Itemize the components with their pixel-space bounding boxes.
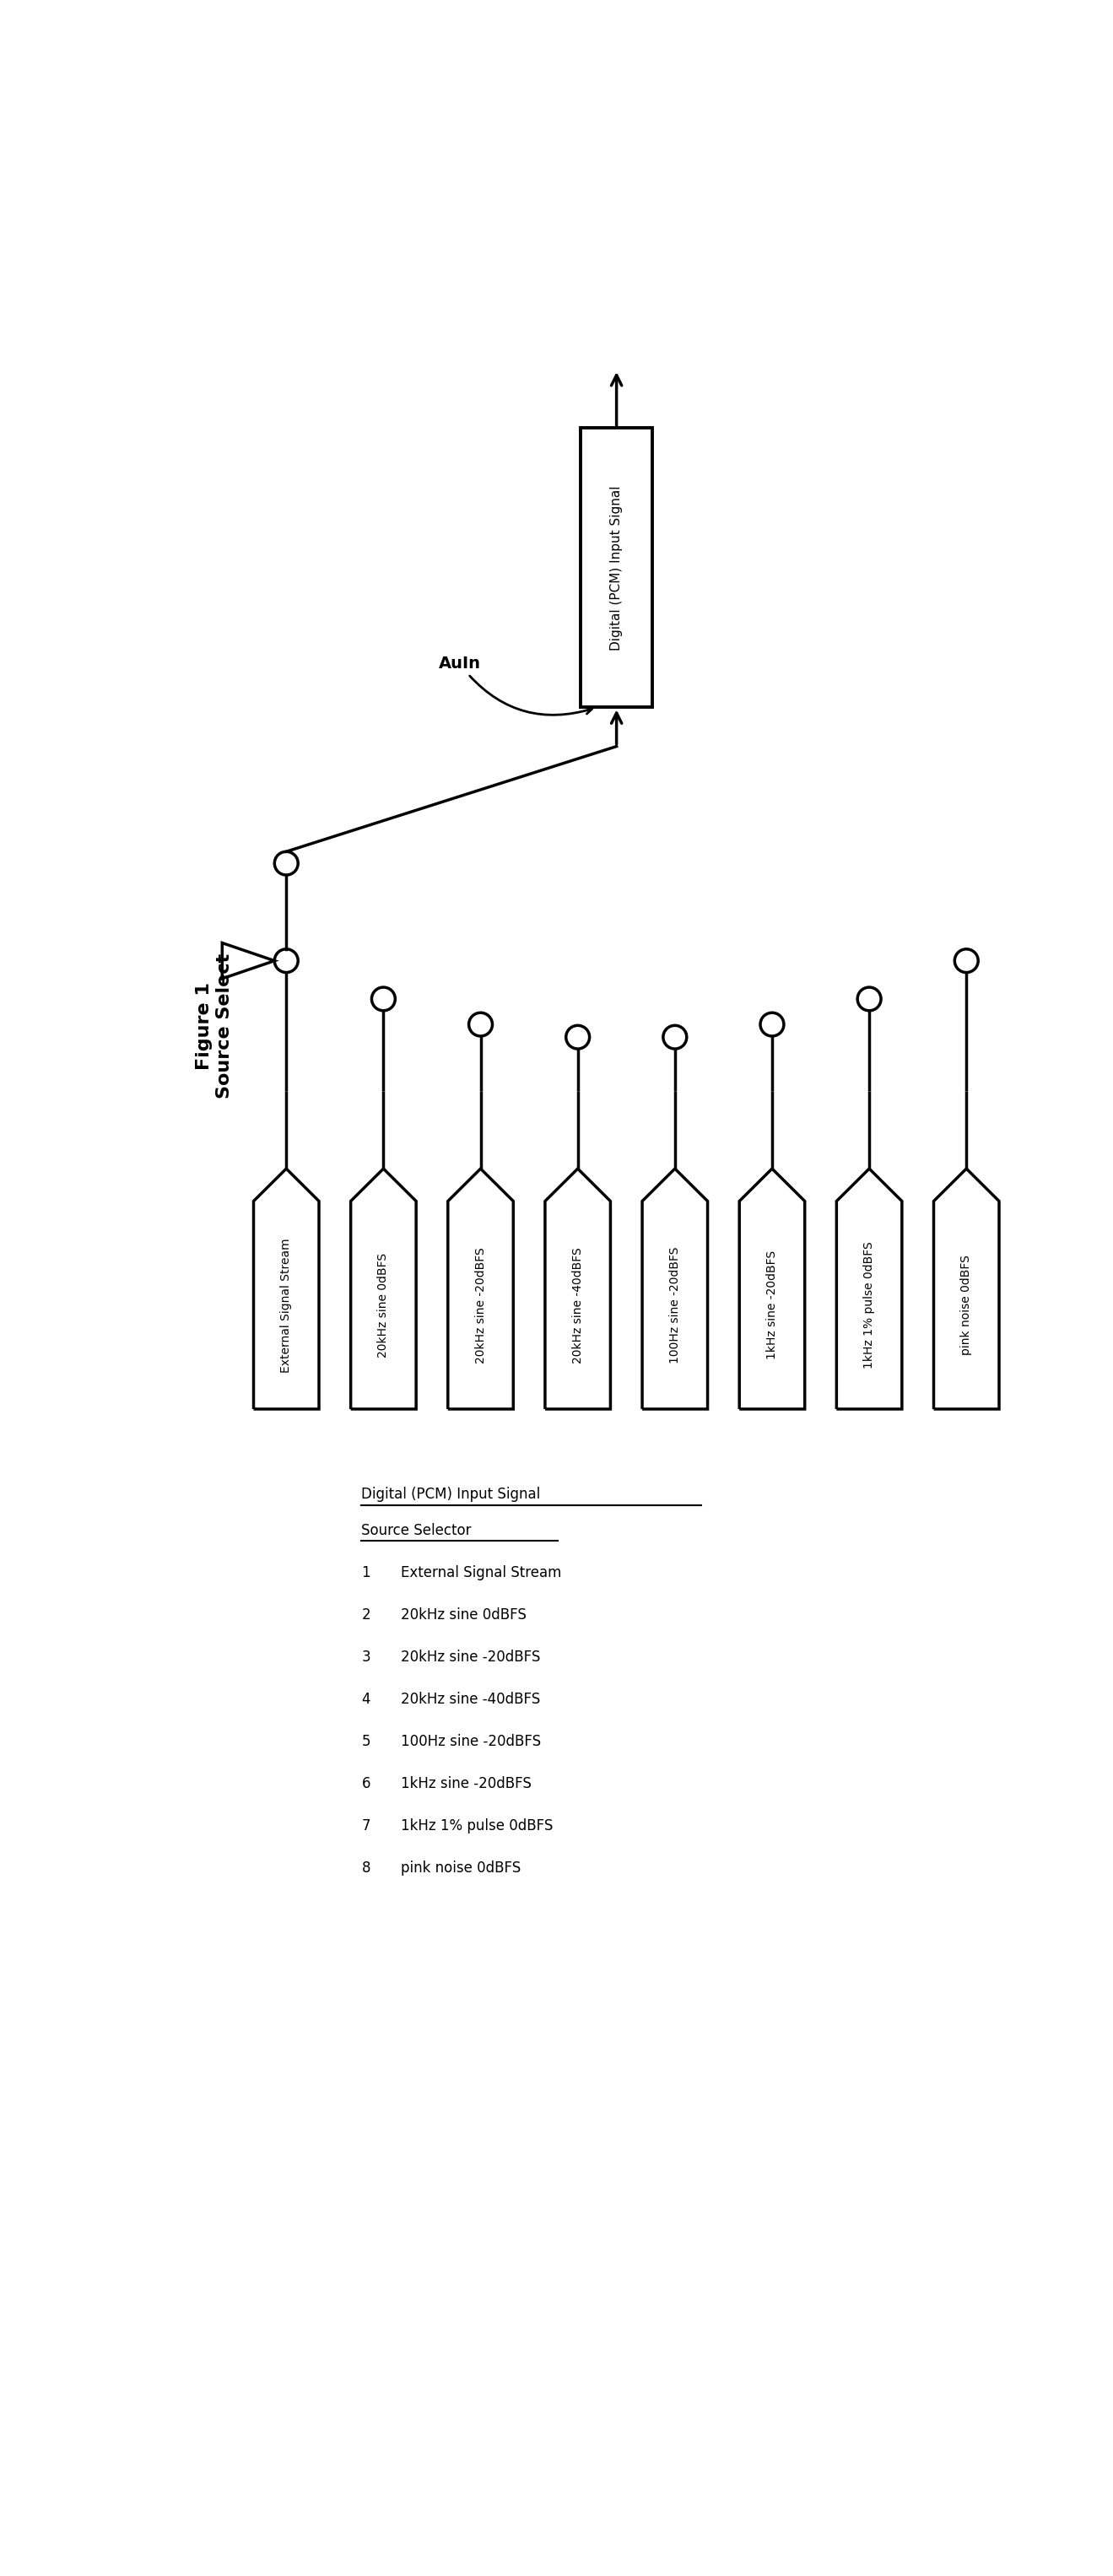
Text: 6: 6	[362, 1775, 371, 1790]
Text: Source Selector: Source Selector	[362, 1522, 472, 1538]
Text: 20kHz sine -20dBFS: 20kHz sine -20dBFS	[474, 1247, 486, 1363]
Text: 1kHz sine -20dBFS: 1kHz sine -20dBFS	[401, 1775, 531, 1790]
Text: 20kHz sine -40dBFS: 20kHz sine -40dBFS	[572, 1247, 583, 1363]
Text: 2: 2	[362, 1607, 371, 1623]
Text: External Signal Stream: External Signal Stream	[401, 1566, 561, 1579]
Text: 20kHz sine 0dBFS: 20kHz sine 0dBFS	[377, 1252, 390, 1358]
Text: Figure 1
Source Select: Figure 1 Source Select	[196, 953, 233, 1097]
Text: 8: 8	[362, 1860, 371, 1875]
Text: 100Hz sine -20dBFS: 100Hz sine -20dBFS	[401, 1734, 541, 1749]
Text: 20kHz sine -40dBFS: 20kHz sine -40dBFS	[401, 1692, 540, 1708]
Text: Digital (PCM) Input Signal: Digital (PCM) Input Signal	[610, 484, 623, 649]
Text: pink noise 0dBFS: pink noise 0dBFS	[401, 1860, 521, 1875]
Text: 5: 5	[362, 1734, 371, 1749]
Text: AuIn: AuIn	[439, 657, 592, 716]
Text: 1kHz sine -20dBFS: 1kHz sine -20dBFS	[766, 1249, 778, 1360]
Text: 100Hz sine -20dBFS: 100Hz sine -20dBFS	[669, 1247, 681, 1363]
Text: External Signal Stream: External Signal Stream	[280, 1236, 293, 1373]
Text: 1kHz 1% pulse 0dBFS: 1kHz 1% pulse 0dBFS	[401, 1819, 553, 1834]
Bar	[581, 428, 652, 708]
Text: pink noise 0dBFS: pink noise 0dBFS	[961, 1255, 973, 1355]
Text: 1kHz 1% pulse 0dBFS: 1kHz 1% pulse 0dBFS	[864, 1242, 875, 1368]
Text: 20kHz sine 0dBFS: 20kHz sine 0dBFS	[401, 1607, 526, 1623]
Text: 7: 7	[362, 1819, 371, 1834]
Text: Digital (PCM) Input Signal: Digital (PCM) Input Signal	[362, 1486, 541, 1502]
Text: 20kHz sine -20dBFS: 20kHz sine -20dBFS	[401, 1649, 540, 1664]
Text: 1: 1	[362, 1566, 371, 1579]
Text: 4: 4	[362, 1692, 371, 1708]
Text: 3: 3	[362, 1649, 371, 1664]
